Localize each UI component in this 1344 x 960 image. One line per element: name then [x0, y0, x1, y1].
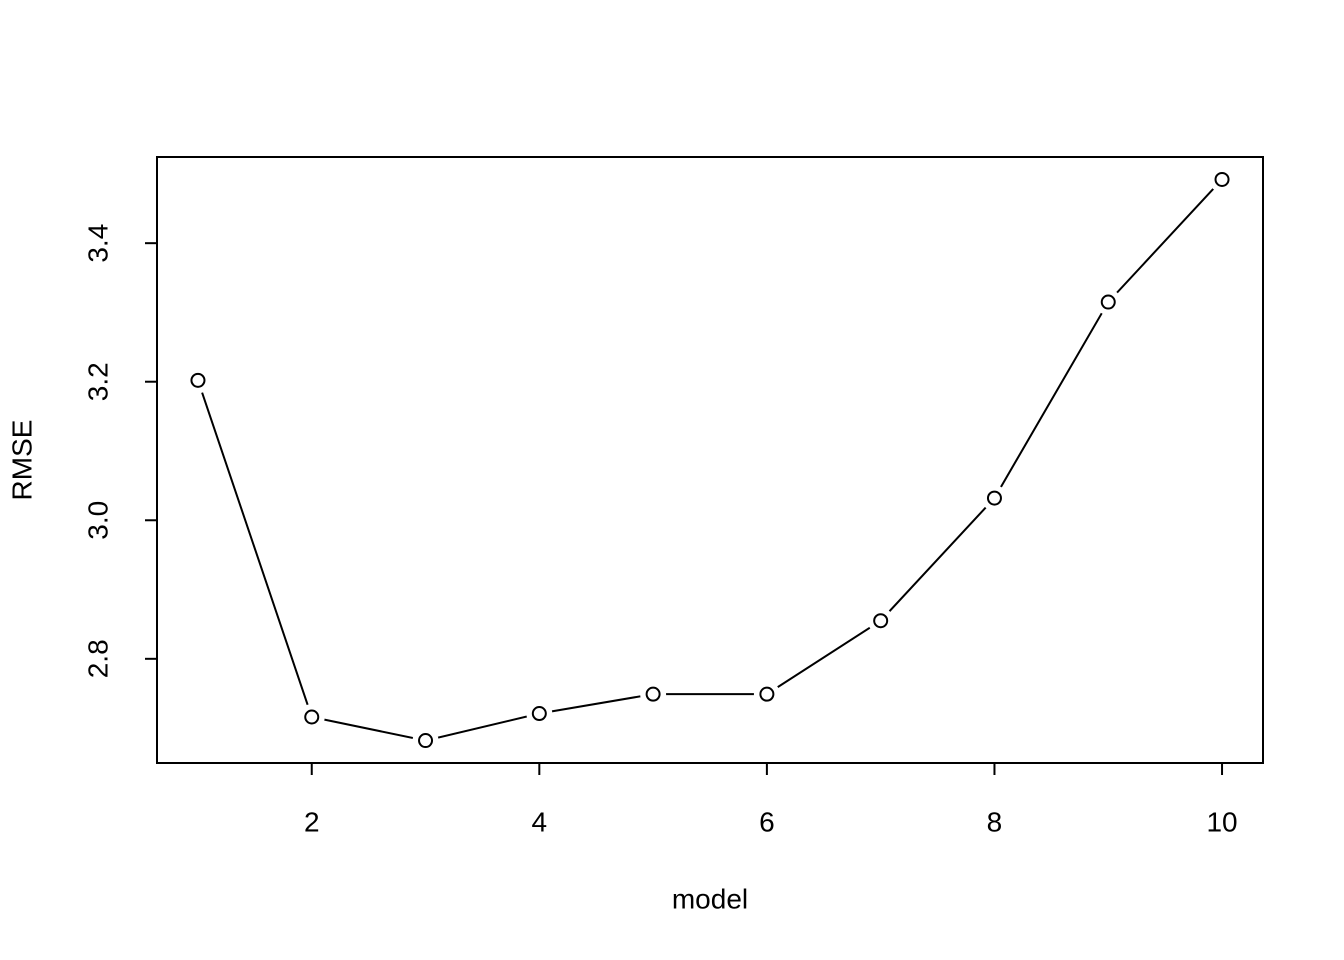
- data-point: [418, 733, 434, 749]
- y-axis-title: RMSE: [6, 420, 37, 501]
- data-point: [645, 686, 661, 702]
- data-point: [873, 613, 889, 629]
- data-point: [1100, 294, 1116, 310]
- data-point: [531, 706, 547, 722]
- data-point: [986, 490, 1002, 506]
- y-tick-label: 3.2: [82, 362, 113, 401]
- data-point: [304, 709, 320, 725]
- x-tick-label: 10: [1206, 806, 1237, 837]
- y-tick-label: 3.4: [82, 224, 113, 263]
- x-tick-label: 8: [987, 806, 1003, 837]
- y-tick-label: 3.0: [82, 501, 113, 540]
- y-tick-label: 2.8: [82, 639, 113, 678]
- data-point: [1214, 171, 1230, 187]
- data-point: [759, 686, 775, 702]
- data-point: [190, 372, 206, 388]
- x-tick-label: 4: [532, 806, 548, 837]
- x-axis-title: model: [672, 883, 748, 914]
- x-tick-label: 6: [759, 806, 775, 837]
- data-line: [197, 178, 1223, 742]
- x-tick-label: 2: [304, 806, 320, 837]
- plot-box: [156, 156, 1264, 764]
